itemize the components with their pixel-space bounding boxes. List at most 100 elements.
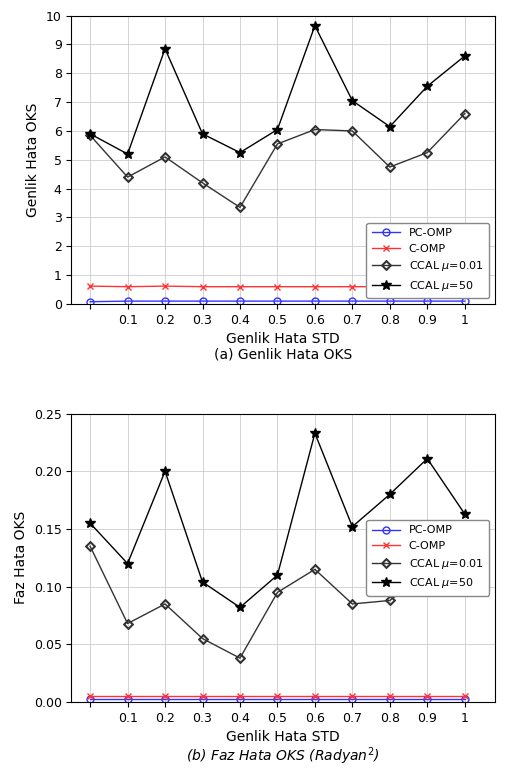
CCAL $\mu$=0.01 [162, 152, 168, 161]
C-OMP [237, 282, 243, 292]
CCAL $\mu$=0.01 [274, 587, 280, 597]
CCAL $\mu$=0.01 [349, 126, 355, 136]
C-OMP [199, 692, 205, 701]
CCAL $\mu$=50 [386, 122, 392, 131]
Text: (a) Genlik Hata OKS: (a) Genlik Hata OKS [213, 347, 352, 361]
CCAL $\mu$=0.01 [199, 178, 205, 187]
CCAL $\mu$=0.01 [461, 109, 467, 119]
CCAL $\mu$=50 [87, 519, 93, 528]
CCAL $\mu$=0.01 [162, 599, 168, 608]
PC-OMP [199, 694, 205, 704]
PC-OMP [423, 296, 430, 306]
PC-OMP [349, 296, 355, 306]
CCAL $\mu$=50 [423, 454, 430, 463]
CCAL $\mu$=50 [124, 559, 130, 569]
C-OMP [349, 282, 355, 292]
Line: C-OMP: C-OMP [87, 693, 467, 700]
CCAL $\mu$=50 [274, 125, 280, 134]
CCAL $\mu$=0.01 [349, 599, 355, 608]
PC-OMP [311, 296, 317, 306]
CCAL $\mu$=0.01 [311, 125, 317, 134]
C-OMP [386, 692, 392, 701]
C-OMP [423, 692, 430, 701]
X-axis label: Genlik Hata STD: Genlik Hata STD [225, 730, 340, 744]
PC-OMP [274, 694, 280, 704]
CCAL $\mu$=0.01 [237, 654, 243, 663]
CCAL $\mu$=0.01 [386, 162, 392, 172]
PC-OMP [386, 296, 392, 306]
CCAL $\mu$=0.01 [461, 559, 467, 569]
Line: PC-OMP: PC-OMP [87, 695, 467, 702]
CCAL $\mu$=50 [349, 96, 355, 105]
C-OMP [349, 692, 355, 701]
CCAL $\mu$=50 [87, 129, 93, 139]
CCAL $\mu$=50 [461, 509, 467, 519]
CCAL $\mu$=50 [349, 522, 355, 531]
C-OMP [274, 282, 280, 292]
CCAL $\mu$=50 [199, 577, 205, 587]
CCAL $\mu$=50 [199, 129, 205, 139]
PC-OMP [237, 694, 243, 704]
PC-OMP [87, 297, 93, 307]
CCAL $\mu$=50 [386, 490, 392, 499]
Y-axis label: Genlik Hata OKS: Genlik Hata OKS [26, 103, 40, 217]
C-OMP [311, 692, 317, 701]
CCAL $\mu$=50 [311, 428, 317, 438]
PC-OMP [461, 694, 467, 704]
CCAL $\mu$=0.01 [423, 148, 430, 158]
C-OMP [199, 282, 205, 292]
C-OMP [87, 692, 93, 701]
CCAL $\mu$=50 [274, 570, 280, 580]
Line: C-OMP: C-OMP [87, 282, 467, 291]
CCAL $\mu$=50 [237, 148, 243, 158]
Line: CCAL $\mu$=50: CCAL $\mu$=50 [85, 21, 469, 159]
CCAL $\mu$=0.01 [423, 567, 430, 576]
CCAL $\mu$=50 [423, 82, 430, 91]
C-OMP [124, 692, 130, 701]
Line: CCAL $\mu$=0.01: CCAL $\mu$=0.01 [85, 108, 469, 212]
Line: PC-OMP: PC-OMP [87, 298, 467, 305]
CCAL $\mu$=0.01 [124, 619, 130, 628]
PC-OMP [386, 694, 392, 704]
PC-OMP [199, 296, 205, 306]
CCAL $\mu$=50 [461, 51, 467, 61]
PC-OMP [423, 694, 430, 704]
CCAL $\mu$=0.01 [386, 596, 392, 605]
CCAL $\mu$=0.01 [87, 541, 93, 551]
PC-OMP [162, 296, 168, 306]
C-OMP [311, 282, 317, 292]
CCAL $\mu$=50 [311, 21, 317, 30]
CCAL $\mu$=50 [237, 603, 243, 612]
C-OMP [237, 692, 243, 701]
C-OMP [162, 282, 168, 291]
PC-OMP [124, 694, 130, 704]
CCAL $\mu$=50 [162, 44, 168, 54]
PC-OMP [461, 296, 467, 306]
CCAL $\mu$=0.01 [237, 203, 243, 212]
C-OMP [386, 282, 392, 292]
Y-axis label: Faz Hata OKS: Faz Hata OKS [14, 511, 28, 604]
PC-OMP [237, 296, 243, 306]
CCAL $\mu$=50 [162, 466, 168, 476]
CCAL $\mu$=0.01 [87, 130, 93, 140]
Line: CCAL $\mu$=50: CCAL $\mu$=50 [85, 428, 469, 612]
PC-OMP [87, 694, 93, 704]
PC-OMP [349, 694, 355, 704]
CCAL $\mu$=50 [124, 149, 130, 158]
Line: CCAL $\mu$=0.01: CCAL $\mu$=0.01 [85, 541, 469, 663]
C-OMP [124, 282, 130, 292]
PC-OMP [274, 296, 280, 306]
C-OMP [423, 282, 430, 292]
X-axis label: Genlik Hata STD: Genlik Hata STD [225, 332, 340, 346]
C-OMP [461, 282, 467, 292]
PC-OMP [162, 694, 168, 704]
C-OMP [461, 692, 467, 701]
CCAL $\mu$=0.01 [274, 140, 280, 149]
Text: (b) Faz Hata OKS ($Radyan^2$): (b) Faz Hata OKS ($Radyan^2$) [186, 745, 379, 767]
Legend: PC-OMP, C-OMP, CCAL $\mu$=0.01, CCAL $\mu$=50: PC-OMP, C-OMP, CCAL $\mu$=0.01, CCAL $\m… [365, 222, 488, 299]
CCAL $\mu$=0.01 [124, 172, 130, 182]
CCAL $\mu$=0.01 [311, 565, 317, 574]
Legend: PC-OMP, C-OMP, CCAL $\mu$=0.01, CCAL $\mu$=50: PC-OMP, C-OMP, CCAL $\mu$=0.01, CCAL $\m… [365, 520, 488, 596]
C-OMP [274, 692, 280, 701]
PC-OMP [311, 694, 317, 704]
